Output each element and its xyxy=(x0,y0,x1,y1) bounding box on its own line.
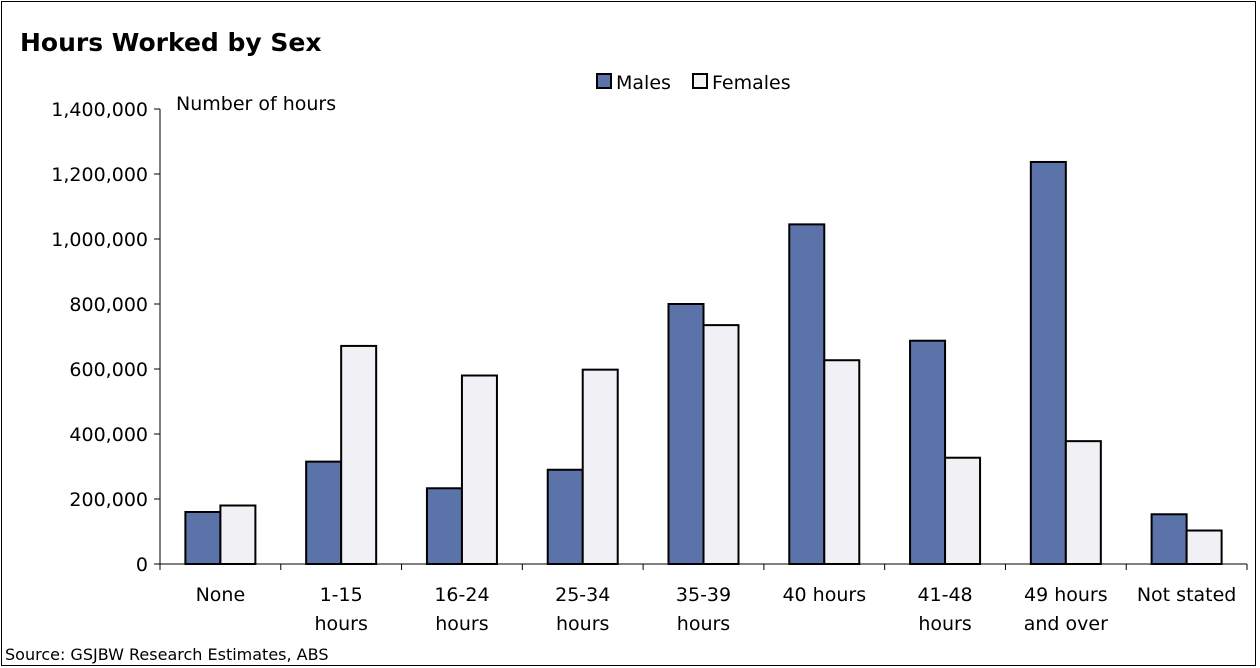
x-tick-label: Not stated xyxy=(1137,584,1237,606)
x-tick-label-line: 16-24 xyxy=(434,584,489,606)
bar-males-6 xyxy=(909,339,947,565)
bar-males-1 xyxy=(305,460,343,565)
bar-females-4 xyxy=(702,324,740,565)
chart-title: Hours Worked by Sex xyxy=(20,28,322,57)
x-tick-label-line: None xyxy=(196,584,246,606)
x-tick-label-line: and over xyxy=(1024,613,1108,635)
y-tick-label: 1,200,000 xyxy=(51,164,148,186)
source-note: Source: GSJBW Research Estimates, ABS xyxy=(5,645,329,664)
legend-label-females: Females xyxy=(712,72,791,94)
y-tick-label: 1,400,000 xyxy=(51,99,148,121)
x-tick-label-line: 49 hours xyxy=(1024,584,1108,606)
x-tick-label: 41-48 hours xyxy=(917,584,972,635)
legend-swatch-females xyxy=(692,73,708,89)
x-tick-label-line: hours xyxy=(435,613,488,635)
x-tick-label: None xyxy=(196,584,246,606)
legend-label-males: Males xyxy=(616,72,671,94)
x-tick-label: 35-39 hours xyxy=(676,584,731,635)
bar-females-5 xyxy=(823,359,861,565)
y-tick-label: 600,000 xyxy=(69,359,148,381)
bar-males-2 xyxy=(425,487,463,565)
bar-females-7 xyxy=(1064,440,1102,565)
x-tick-label: 25-34 hours xyxy=(555,584,610,635)
y-tick-label: 400,000 xyxy=(69,424,148,446)
legend-swatch-males xyxy=(596,73,612,89)
bar-females-2 xyxy=(460,374,498,565)
y-tick-label: 0 xyxy=(136,554,148,576)
bar-males-3 xyxy=(546,468,584,565)
bar-females-0 xyxy=(219,504,257,565)
x-tick-label: 49 hours and over xyxy=(1024,584,1108,635)
bar-males-0 xyxy=(184,511,222,565)
x-tick-label-line: hours xyxy=(677,613,730,635)
bar-females-1 xyxy=(340,344,378,565)
bar-females-6 xyxy=(944,456,982,566)
bar-males-7 xyxy=(1029,160,1067,565)
x-tick-label-line: 25-34 xyxy=(555,584,610,606)
bar-females-3 xyxy=(581,368,619,565)
x-tick-label-line: 41-48 xyxy=(917,584,972,606)
x-tick-label: 40 hours xyxy=(782,584,866,606)
x-tick-label-line: hours xyxy=(556,613,609,635)
bar-females-8 xyxy=(1185,529,1223,566)
x-tick-label-line: 1-15 xyxy=(320,584,363,606)
x-tick-label-line: hours xyxy=(314,613,367,635)
x-tick-label: 1-15 hours xyxy=(314,584,367,635)
y-tick-label: 800,000 xyxy=(69,294,148,316)
bar-males-5 xyxy=(788,223,826,565)
x-tick-label-line: hours xyxy=(918,613,971,635)
x-tick-label-line: 35-39 xyxy=(676,584,731,606)
y-tick-label: 200,000 xyxy=(69,489,148,511)
bar-males-4 xyxy=(667,303,705,565)
x-tick-label-line: 40 hours xyxy=(782,584,866,606)
y-axis-title: Number of hours xyxy=(176,93,336,115)
x-tick-label: 16-24 hours xyxy=(434,584,489,635)
bar-males-8 xyxy=(1150,513,1188,566)
x-tick-label-line: Not stated xyxy=(1137,584,1237,606)
y-tick-label: 1,000,000 xyxy=(51,229,148,251)
